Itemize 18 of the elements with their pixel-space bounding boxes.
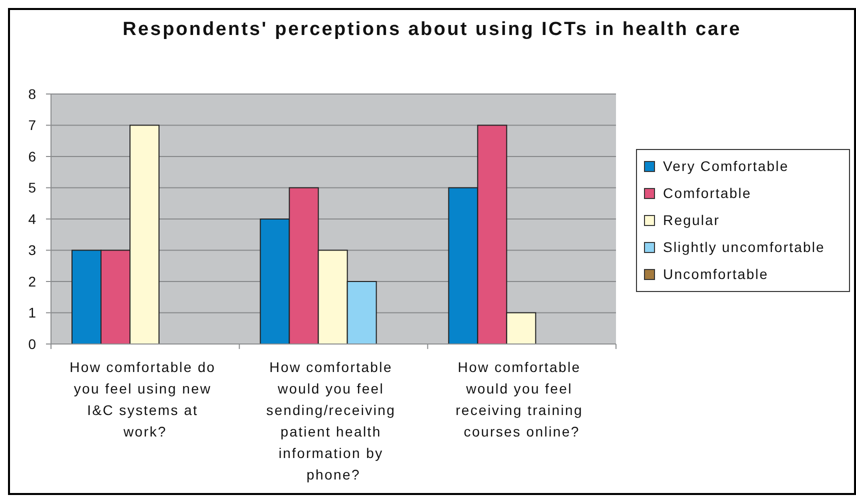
x-tick-label: How comfortable would you feel receiving training courses online? bbox=[456, 359, 588, 440]
y-tick-label: 6 bbox=[28, 148, 36, 164]
x-tick-label: How comfortable would you feel sending/receiving patient health information by phone? bbox=[266, 359, 401, 482]
legend-label: Slightly uncomfortable bbox=[663, 239, 825, 255]
legend-label: Comfortable bbox=[663, 185, 752, 201]
y-tick-label: 0 bbox=[28, 336, 36, 352]
y-tick-label: 2 bbox=[28, 273, 36, 290]
chart-title: Respondents' perceptions about using ICTs in health care bbox=[122, 19, 742, 40]
legend-label: Very Comfortable bbox=[663, 158, 789, 174]
legend-label: Uncomfortable bbox=[663, 266, 768, 282]
x-tick-label: How comfortable do you feel using new I&C systems at work? bbox=[70, 359, 221, 440]
legend-label: Regular bbox=[663, 212, 720, 228]
y-tick-label: 8 bbox=[28, 86, 36, 102]
y-tick-label: 3 bbox=[28, 242, 36, 258]
y-tick-label: 7 bbox=[28, 117, 36, 134]
y-tick-label: 4 bbox=[28, 210, 36, 227]
y-tick-label: 5 bbox=[28, 180, 36, 196]
y-tick-label: 1 bbox=[28, 304, 36, 321]
